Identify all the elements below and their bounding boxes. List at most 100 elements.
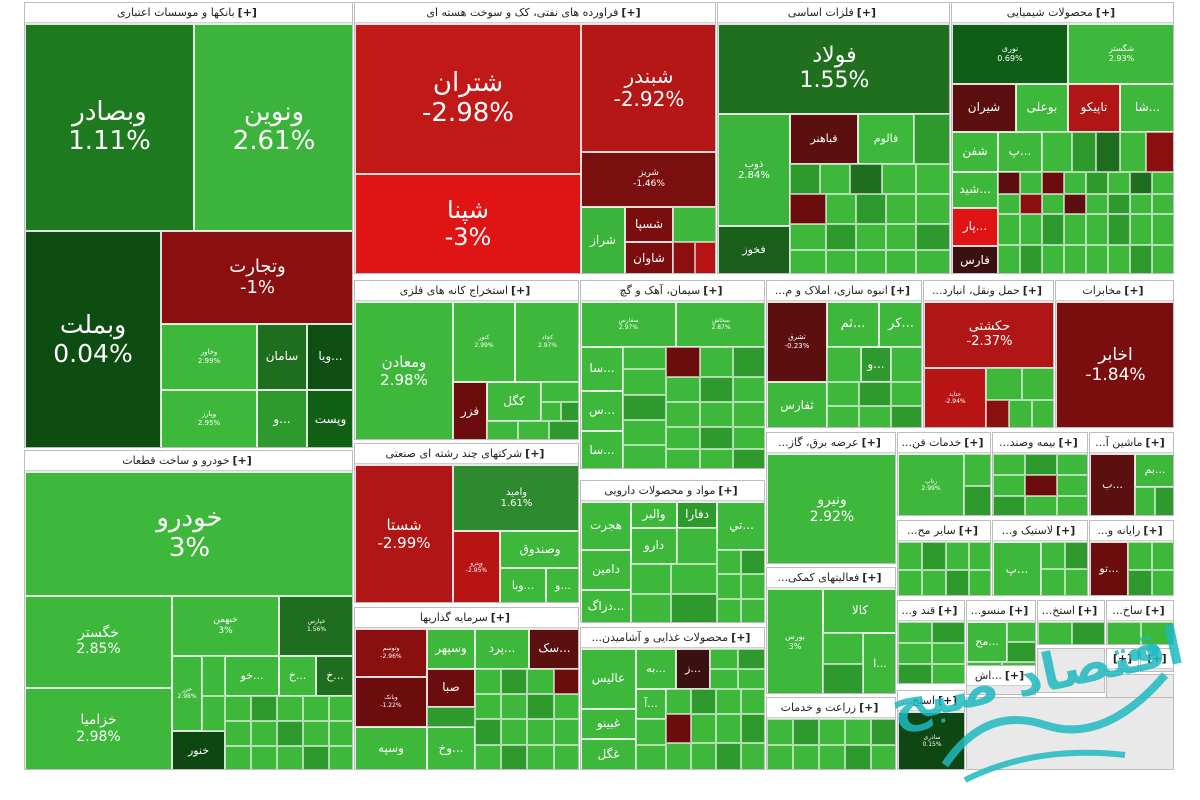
sector-header[interactable]: [+]استخ... [1038, 601, 1104, 621]
tile-booali[interactable]: بوعلی [1016, 84, 1068, 132]
tile-noori[interactable]: نوری 0.69% [952, 24, 1068, 84]
tile-shegostar[interactable]: شگستر 2.93% [1068, 24, 1173, 84]
tile-foolad[interactable]: فولاد 1.55% [718, 24, 949, 114]
tile-vkhavar[interactable]: وخاور 2.99% [161, 324, 257, 390]
tile-shiran[interactable]: شیران [952, 84, 1016, 132]
sector-header[interactable]: [+]محصولات غذایی و آشامیدن... [581, 628, 764, 648]
tile-shebandar[interactable]: شبندر -2.92% [581, 24, 715, 152]
tile-vniroo[interactable]: ونیرو 2.92% [767, 454, 895, 563]
tile-shetran[interactable]: شتران -2.98% [355, 24, 581, 174]
tile-b[interactable]: ...ب [1090, 454, 1135, 515]
tile-vkh[interactable]: ...وخ [427, 727, 475, 769]
tile-khpars[interactable]: خپارس 1.56% [279, 596, 352, 656]
tile-vsepehr[interactable]: وسپهر [427, 629, 475, 669]
sector-header[interactable]: [+]خودرو و ساخت قطعات [25, 451, 352, 471]
tile-vpost[interactable]: وپست [307, 390, 352, 447]
sector-header[interactable]: [+]خدمات فن... [898, 433, 990, 453]
tile-sa2[interactable]: ...س [581, 391, 623, 431]
sector-header[interactable]: [+]محصولات شیمیایی [952, 3, 1173, 23]
tile-daroo[interactable]: دارو [631, 528, 677, 564]
tile-sheraz[interactable]: شراز [581, 207, 625, 273]
sector-header[interactable]: [+]قند و... [898, 601, 964, 621]
tile-shid[interactable]: ...شید [952, 172, 998, 208]
tile-kala[interactable]: کالا [823, 589, 895, 633]
sector-header[interactable]: [+]فراورده های نفتی، کک و سوخت هسته ای [355, 3, 715, 23]
sector-header[interactable]: [+]فعالیتهای کمکی... [767, 568, 895, 588]
tile-skhash[interactable]: سخاش 2.87% [676, 302, 764, 347]
tile-kho[interactable]: ...خو [225, 656, 279, 696]
tile-fazar[interactable]: فزر [453, 382, 487, 439]
tile-kgol[interactable]: کگل [487, 382, 541, 421]
tile-khzar[interactable]: خزر 2.98% [172, 656, 202, 731]
tile-so[interactable]: ...و [861, 347, 891, 382]
tile-tapiko[interactable]: تاپیکو [1068, 84, 1120, 132]
sector-header[interactable]: [+]رایانه و... [1090, 521, 1173, 541]
tile-khgostar[interactable]: خگستر 2.85% [25, 596, 172, 688]
tile-food-z[interactable]: ...ز [676, 649, 710, 689]
tile-vbank[interactable]: وبانک -1.22% [355, 677, 427, 727]
tile-sfars-c[interactable]: ثفارس [767, 382, 827, 427]
tile-aux-a[interactable]: ...ا [863, 633, 895, 693]
sector-header[interactable]: [+]بانکها و موسسات اعتباری [25, 3, 352, 23]
tile-shriz[interactable]: شریز -1.46% [581, 152, 715, 207]
tile-vpasargad[interactable]: وپارز 2.95% [161, 390, 257, 447]
tile-ghgol[interactable]: غگل [581, 739, 636, 769]
tile-sfars[interactable]: سفارس 2.97% [581, 302, 676, 347]
tile-hkeshti[interactable]: حکشتی -2.37% [924, 302, 1053, 368]
tile-vaya[interactable]: ...ویا [307, 324, 352, 390]
tile-shasta[interactable]: شستا -2.99% [355, 465, 453, 602]
tile-vpetro[interactable]: وپترو -2.95% [453, 531, 500, 602]
tile-saman[interactable]: سامان [257, 324, 307, 390]
tile-moh[interactable]: ...مح [967, 622, 1007, 662]
tile-kanoor[interactable]: کنور 2.99% [453, 302, 515, 382]
tile-shespa[interactable]: شسپا [625, 207, 673, 242]
sector-header[interactable]: [+]لاستیک و... [993, 521, 1087, 541]
sector-header[interactable]: [+]سایر مح... [898, 521, 990, 541]
tile-vtejarat[interactable]: وتجارت -1% [161, 231, 352, 324]
tile-sok[interactable]: ...سک [529, 629, 578, 669]
tile-vomid[interactable]: وامید 1.61% [453, 465, 578, 531]
sector-header[interactable]: [+]فلزات اساسی [718, 3, 949, 23]
tile-hejrat[interactable]: هجرت [581, 502, 631, 550]
tile-khbahman[interactable]: خبهمن 3% [172, 596, 279, 656]
tile-shavan[interactable]: شاوان [625, 242, 673, 273]
sector-header[interactable]: [+]ساخ... [1107, 601, 1173, 621]
tile-chem-p[interactable]: ...پ [998, 132, 1042, 172]
sector-header[interactable]: [+]سرمایه گذاریها [355, 608, 578, 628]
tile-to[interactable]: ...تو [1090, 542, 1128, 595]
tile-sa3[interactable]: ...سا [581, 431, 623, 468]
tile-bm[interactable]: ...بم [1135, 454, 1173, 487]
tile-sa1[interactable]: ...سا [581, 347, 623, 391]
tile-khnoor[interactable]: خنور [172, 731, 225, 769]
tile-khzamia[interactable]: خزامیا 2.98% [25, 688, 172, 769]
sector-header[interactable]: [+]حمل ونقل، انبارد... [924, 281, 1053, 301]
tile-plast-p[interactable]: ...پ [993, 542, 1041, 595]
tile-par[interactable]: ...پار [952, 208, 998, 246]
tile-alis[interactable]: عالیس [581, 649, 636, 709]
sector-header[interactable]: [+]منسو... [967, 601, 1035, 621]
tile-vsandogh[interactable]: وصندوق [500, 531, 578, 568]
tile-ti[interactable]: ...تي [717, 502, 764, 550]
tile-rtap[interactable]: رتاپ 2.99% [898, 454, 964, 515]
tile-kh2[interactable]: ...خ [316, 656, 352, 696]
tile-kchad[interactable]: کچاد 2.97% [515, 302, 578, 382]
sector-header[interactable]: [+]زراعت و خدمات [767, 698, 895, 718]
sector-header[interactable]: [+]استخراج کانه های فلزی [355, 281, 578, 301]
tile-htayd[interactable]: حتاید -2.94% [924, 368, 986, 427]
tile-valbor[interactable]: والبر [631, 502, 677, 528]
tile-vnovin[interactable]: ونوین 2.61% [194, 24, 352, 231]
tile-khodro[interactable]: خودرو 3% [25, 472, 352, 596]
tile-dfara[interactable]: دفارا [677, 502, 717, 528]
tile-shefan[interactable]: شفن [952, 132, 998, 172]
tile-sha[interactable]: ...شا [1120, 84, 1173, 132]
sector-header[interactable]: [+]شرکتهای چند رشته ای صنعتی [355, 444, 578, 464]
tile-pard[interactable]: ...پرد [475, 629, 529, 669]
tile-damin[interactable]: دامین [581, 550, 631, 590]
tile-vo[interactable]: ...و [546, 568, 578, 602]
tile-ghbino[interactable]: غبینو [581, 709, 636, 739]
tile-fkhooz[interactable]: فخوز [718, 226, 790, 273]
tile-aa[interactable]: ...آ [636, 689, 666, 719]
tile-sasharq[interactable]: ثشرق -0.23% [767, 302, 827, 382]
tile-bank-small[interactable]: ...و [257, 390, 307, 447]
tile-boors[interactable]: بورس 3% [767, 589, 823, 693]
